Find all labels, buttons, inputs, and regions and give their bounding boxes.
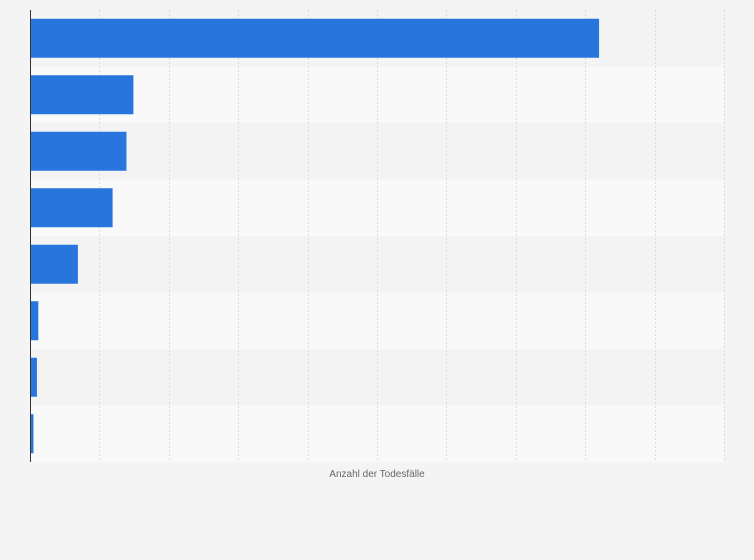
bar (30, 75, 134, 115)
x-axis-label: Anzahl der Todesfälle (329, 469, 425, 480)
row-band (30, 292, 724, 349)
bar (30, 18, 600, 58)
row-band (30, 349, 724, 406)
row-band (30, 405, 724, 462)
bar (30, 301, 39, 341)
bar (30, 244, 78, 284)
bar (30, 131, 127, 171)
bar (30, 357, 37, 397)
row-band (30, 236, 724, 293)
bar (30, 188, 113, 228)
bar (30, 414, 34, 454)
gridlines (99, 10, 725, 462)
bars (30, 18, 600, 454)
